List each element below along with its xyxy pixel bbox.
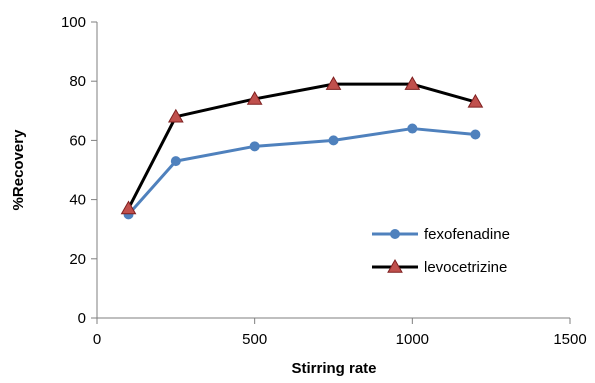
data-point	[170, 156, 181, 167]
x-tick-label: 500	[242, 331, 267, 348]
x-axis-title: Stirring rate	[291, 360, 376, 377]
data-point	[167, 108, 184, 123]
data-point	[246, 90, 263, 105]
y-tick-label: 100	[61, 14, 86, 31]
series-line	[127, 127, 476, 216]
x-tick-label: 0	[93, 331, 101, 348]
y-tick-label: 0	[78, 310, 86, 327]
x-tick-label: 1000	[396, 331, 429, 348]
series-line	[127, 82, 476, 210]
x-tick-label: 1500	[553, 331, 586, 348]
legend-marker	[387, 258, 403, 273]
legend-marker	[390, 229, 400, 239]
y-axis-title: %Recovery	[10, 129, 27, 211]
data-point	[404, 76, 421, 90]
legend-label: levocetrizine	[424, 259, 507, 276]
data-point	[470, 129, 481, 140]
data-point	[328, 135, 339, 146]
legend-item: fexofenadine	[372, 226, 510, 243]
y-tick-label: 60	[69, 132, 86, 149]
legend: fexofenadine levocetrizine	[372, 226, 510, 276]
data-point	[467, 93, 484, 108]
legend-label: fexofenadine	[424, 226, 510, 243]
y-tick-label: 40	[69, 192, 86, 209]
legend-item: levocetrizine	[372, 258, 507, 276]
data-point	[407, 123, 418, 134]
y-tick-label: 80	[69, 73, 86, 90]
y-tick-label: 20	[69, 251, 86, 268]
series-fexofenadine	[123, 123, 481, 220]
series-group	[120, 76, 484, 220]
data-point	[325, 76, 342, 90]
data-point	[249, 141, 260, 152]
series-levocetrizine	[120, 76, 484, 215]
data-point	[120, 200, 137, 215]
